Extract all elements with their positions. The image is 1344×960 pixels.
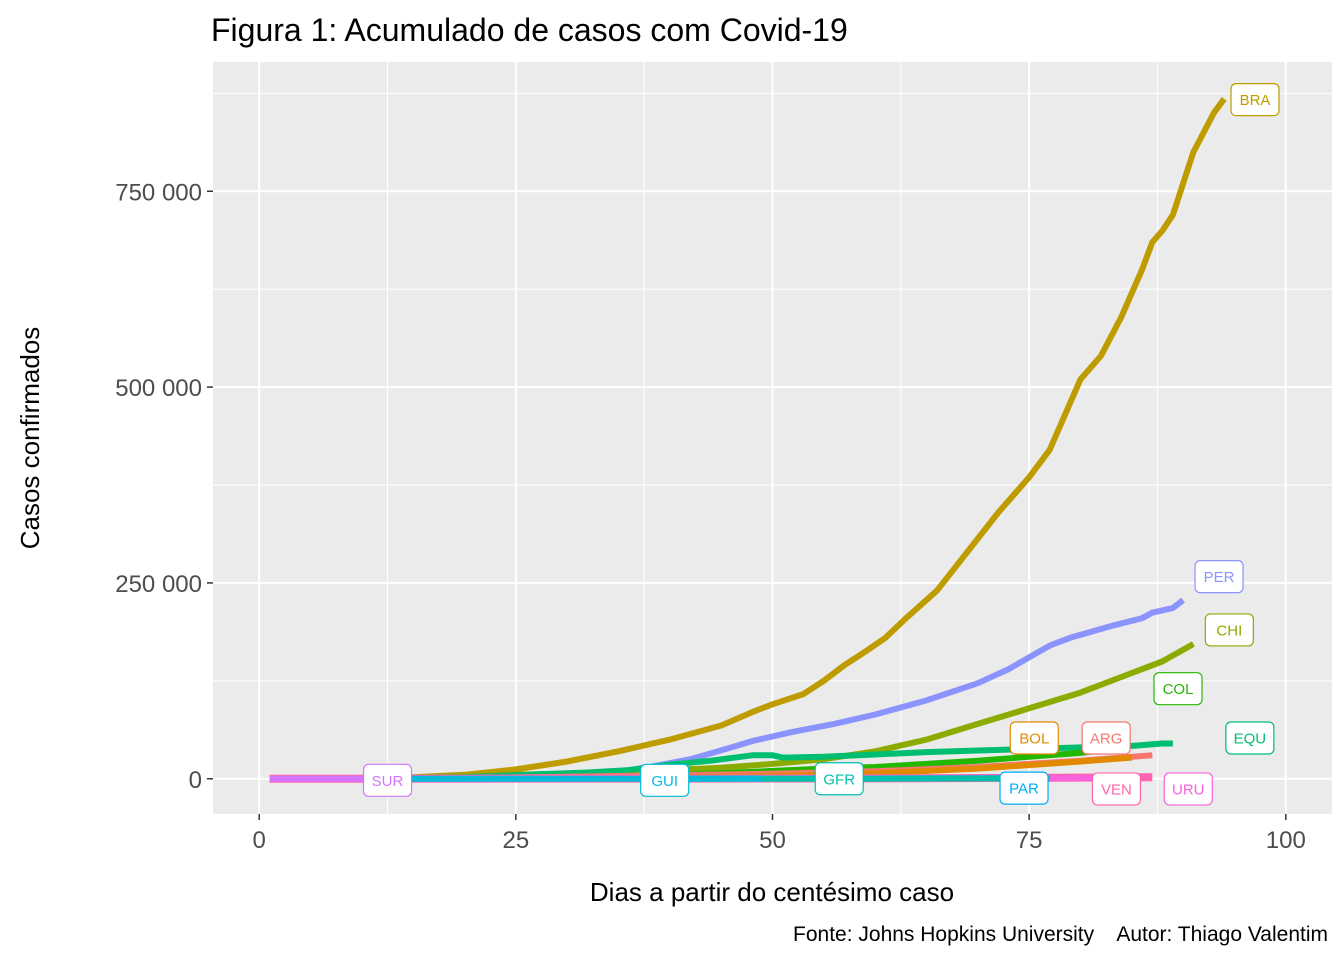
- y-axis: 0 250 000 500 000 750 000: [115, 179, 213, 794]
- x-axis: 0 25 50 75 100: [253, 814, 1306, 854]
- series-label-uru: URU: [1172, 781, 1205, 798]
- series-label-bra: BRA: [1240, 92, 1271, 109]
- series-label-box-equ: [1225, 721, 1275, 755]
- series-label-per: PER: [1204, 569, 1235, 586]
- x-tick-label: 50: [759, 827, 786, 854]
- x-tick-label: 0: [253, 827, 266, 854]
- x-tick-label: 75: [1016, 827, 1043, 854]
- series-label-box-gui: [640, 763, 690, 797]
- series-label-box-ven: [1091, 772, 1142, 806]
- series-lines: [269, 97, 1227, 783]
- series-label-chi: CHI: [1216, 622, 1242, 639]
- series-line-bra: [382, 97, 1227, 782]
- series-label-box-bra: [1230, 82, 1280, 117]
- y-tick-label: 0: [189, 767, 202, 794]
- series-label-box-per: [1194, 560, 1244, 594]
- series-labels: ARG BOL BRA CHI COL EQU GFR GUI PAR PER SUR URU VEN: [362, 82, 1280, 806]
- series-label-sur: SUR: [372, 773, 404, 790]
- series-label-box-gfr: [814, 762, 864, 796]
- series-label-box-chi: [1204, 613, 1254, 647]
- series-label-col: COL: [1163, 681, 1194, 698]
- series-label-box-par: [999, 771, 1049, 805]
- series-line-equ: [382, 740, 1173, 782]
- series-label-box-col: [1153, 672, 1203, 706]
- x-axis-title: Dias a partir do centésimo caso: [590, 877, 954, 907]
- y-axis-title: Casos confirmados: [15, 327, 45, 550]
- series-label-box-bol: [1009, 721, 1059, 755]
- series-label-par: PAR: [1009, 781, 1039, 798]
- series-label-box-uru: [1163, 772, 1213, 806]
- x-tick-label: 25: [502, 827, 529, 854]
- series-label-arg: ARG: [1090, 731, 1123, 748]
- chart-caption: Fonte: Johns Hopkins University Autor: T…: [793, 923, 1328, 946]
- series-label-equ: EQU: [1234, 731, 1267, 748]
- series-label-box-sur: [362, 763, 413, 797]
- y-tick-label: 500 000: [115, 375, 202, 402]
- series-label-gui: GUI: [651, 773, 678, 790]
- series-label-gfr: GFR: [823, 771, 855, 788]
- series-label-ven: VEN: [1101, 781, 1132, 798]
- chart-title: Figura 1: Acumulado de casos com Covid-1…: [211, 12, 848, 48]
- y-tick-label: 750 000: [115, 179, 202, 206]
- series-label-box-arg: [1081, 721, 1131, 755]
- series-label-bol: BOL: [1019, 731, 1049, 748]
- y-tick-label: 250 000: [115, 571, 202, 598]
- x-tick-label: 100: [1266, 827, 1306, 854]
